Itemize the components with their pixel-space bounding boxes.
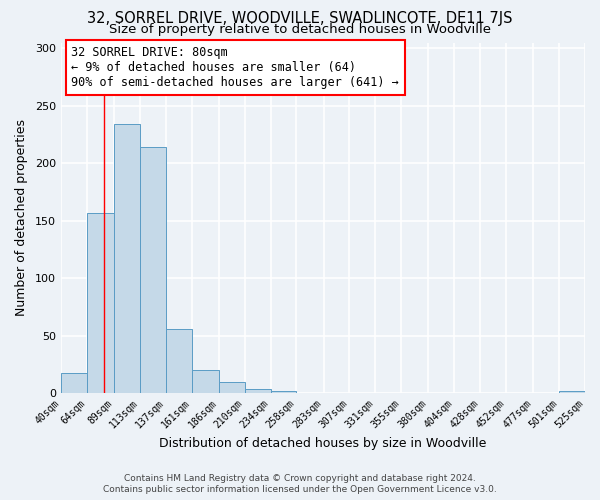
Bar [166, 329, 191, 393]
Text: 32, SORREL DRIVE, WOODVILLE, SWADLINCOTE, DE11 7JS: 32, SORREL DRIVE, WOODVILLE, SWADLINCOTE… [87, 11, 513, 26]
Bar [114, 124, 140, 393]
Bar [140, 147, 166, 393]
Y-axis label: Number of detached properties: Number of detached properties [15, 120, 28, 316]
Text: 32 SORREL DRIVE: 80sqm
← 9% of detached houses are smaller (64)
90% of semi-deta: 32 SORREL DRIVE: 80sqm ← 9% of detached … [71, 46, 399, 89]
X-axis label: Distribution of detached houses by size in Woodville: Distribution of detached houses by size … [159, 437, 487, 450]
Bar [271, 391, 296, 393]
Bar [61, 372, 87, 393]
Text: Size of property relative to detached houses in Woodville: Size of property relative to detached ho… [109, 22, 491, 36]
Bar [218, 382, 245, 393]
Bar [191, 370, 218, 393]
Bar [559, 391, 585, 393]
Bar [87, 212, 114, 393]
Bar [245, 388, 271, 393]
Text: Contains HM Land Registry data © Crown copyright and database right 2024.
Contai: Contains HM Land Registry data © Crown c… [103, 474, 497, 494]
